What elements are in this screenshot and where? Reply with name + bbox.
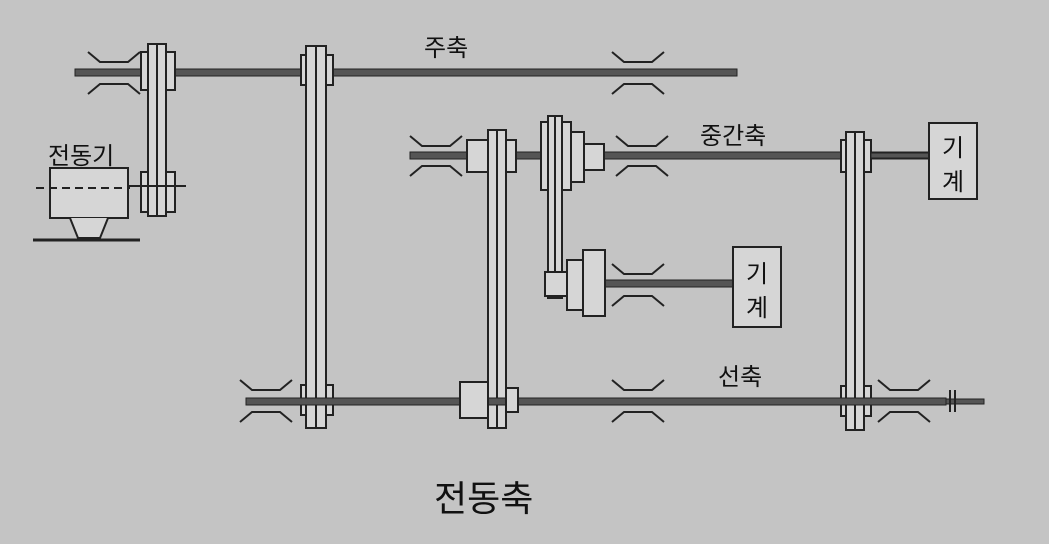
bearing-line-left [239, 379, 293, 423]
machine-1-char-2: 계 [941, 168, 965, 196]
machine-2: 기 계 [732, 246, 782, 328]
belt-intermediate-to-machine2 [547, 115, 563, 299]
label-intermediate-shaft: 중간축 [700, 122, 767, 150]
line-shaft [245, 390, 985, 412]
bearing-machine2 [611, 263, 665, 307]
belt-main-to-line [300, 45, 334, 429]
motor-belt [140, 43, 176, 217]
bearing-main-right [611, 51, 665, 95]
machine-2-char-1: 기 [745, 260, 769, 288]
label-motor: 전동기 [48, 142, 115, 170]
label-line-shaft: 선축 [718, 363, 763, 391]
caption: 전동축 [434, 479, 534, 520]
bearing-main-left [87, 51, 141, 95]
bearing-line-right [877, 379, 931, 423]
belt-right [840, 131, 872, 431]
bearing-intermediate-left [409, 135, 463, 177]
bearing-line-middle [611, 379, 665, 423]
label-main-shaft: 주축 [424, 34, 469, 62]
line-shaft-pulley [459, 381, 519, 419]
bearing-intermediate-middle [615, 135, 669, 177]
machine-2-char-2: 계 [745, 294, 769, 322]
machine2-pulleys [544, 249, 606, 317]
machine-1: 기 계 [928, 122, 978, 200]
belt-intermediate-to-line [487, 129, 507, 429]
main-shaft [74, 68, 738, 77]
machine-1-char-1: 기 [941, 134, 965, 162]
machine1-shaft [870, 152, 930, 159]
electric-motor [33, 167, 140, 242]
